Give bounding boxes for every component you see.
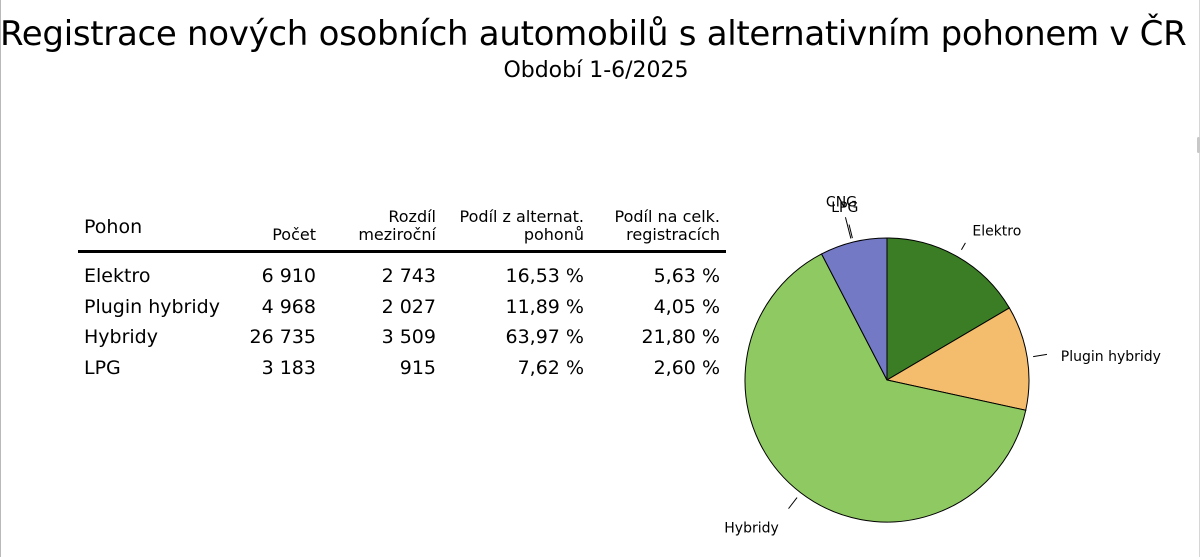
- pie-label-elektro: Elektro: [972, 224, 1021, 240]
- table-cell-podil-celk: 4,05 %: [653, 295, 720, 318]
- pie-leader-lpg: [848, 224, 853, 239]
- pie-label-plugin-hybridy: Plugin hybridy: [1061, 349, 1161, 365]
- pie-label-hybridy: Hybridy: [724, 520, 779, 536]
- pie-label-lpg: LPG: [831, 200, 858, 216]
- pie-slice-plugin-hybridy: [885, 307, 1030, 411]
- pie-leader-plugin-hybridy: [1033, 353, 1048, 358]
- table-cell-rozdil: 2 027: [381, 295, 436, 318]
- table-cell-rozdil: 915: [399, 356, 436, 379]
- pie-slices: [744, 237, 1030, 523]
- table-cell-podil-alt: 7,62 %: [517, 356, 584, 379]
- registrations-table: Pohon Počet Rozdíl meziroční Podíl z alterna…: [78, 208, 726, 383]
- table-cell-podil-celk: 5,63 %: [653, 265, 720, 288]
- pie-leader-hybridy: [788, 497, 798, 509]
- table-cell-pohon: Plugin hybridy: [84, 295, 220, 318]
- pie-slice-hybridy: [744, 253, 1027, 523]
- table-cell-podil-alt: 11,89 %: [505, 295, 585, 318]
- table-row: Hybridy 26 735 3 509 63,97 % 21,80 %: [78, 322, 726, 353]
- table-header-row: Pohon Počet Rozdíl meziroční Podíl z alterna…: [78, 208, 726, 252]
- pie-slice-lpg: [820, 237, 888, 381]
- window-left-border: [0, 0, 1, 557]
- table-cell-podil-celk: 21,80 %: [641, 326, 721, 349]
- table-cell-rozdil: 3 509: [381, 326, 436, 349]
- table-cell-pohon: Elektro: [84, 265, 151, 288]
- table-cell-pohon: Hybridy: [84, 326, 158, 349]
- table-cell-podil-alt: 16,53 %: [505, 265, 585, 288]
- table-row: Plugin hybridy 4 968 2 027 11,89 % 4,05 %: [78, 292, 726, 323]
- table-body: Elektro 6 910 2 743 16,53 % 5,63 % Plugin hyb…: [78, 252, 726, 384]
- column-header-rozdil: Rozdíl meziroční: [358, 207, 436, 244]
- column-header-podil-celk: Podíl na celk. registracích: [614, 207, 720, 244]
- pie-leader-elektro: [961, 242, 966, 251]
- table-cell-pohon: LPG: [84, 356, 121, 379]
- pie-leader-cng: [844, 217, 852, 239]
- table-cell-pocet: 4 968: [261, 295, 316, 318]
- table-row: Elektro 6 910 2 743 16,53 % 5,63 %: [78, 252, 726, 292]
- table-cell-podil-celk: 2,60 %: [653, 356, 720, 379]
- table-row: LPG 3 183 915 7,62 % 2,60 %: [78, 353, 726, 384]
- pie-label-cng: CNG: [826, 195, 857, 211]
- pie-slice-elektro: [886, 237, 1011, 381]
- column-header-pohon: Pohon: [84, 216, 143, 238]
- table-cell-podil-alt: 63,97 %: [505, 326, 585, 349]
- table-cell-rozdil: 2 743: [381, 265, 436, 288]
- page-subtitle: Období 1-6/2025: [503, 58, 689, 83]
- table-cell-pocet: 26 735: [249, 326, 316, 349]
- page-title: Registrace nových osobních automobilů s …: [0, 14, 1187, 54]
- column-header-pocet: Počet: [272, 225, 316, 244]
- scrollbar-handle[interactable]: [1197, 137, 1200, 153]
- column-header-podil-alt: Podíl z alternat. pohonů: [459, 207, 584, 244]
- table-cell-pocet: 3 183: [261, 356, 316, 379]
- table-cell-pocet: 6 910: [261, 265, 316, 288]
